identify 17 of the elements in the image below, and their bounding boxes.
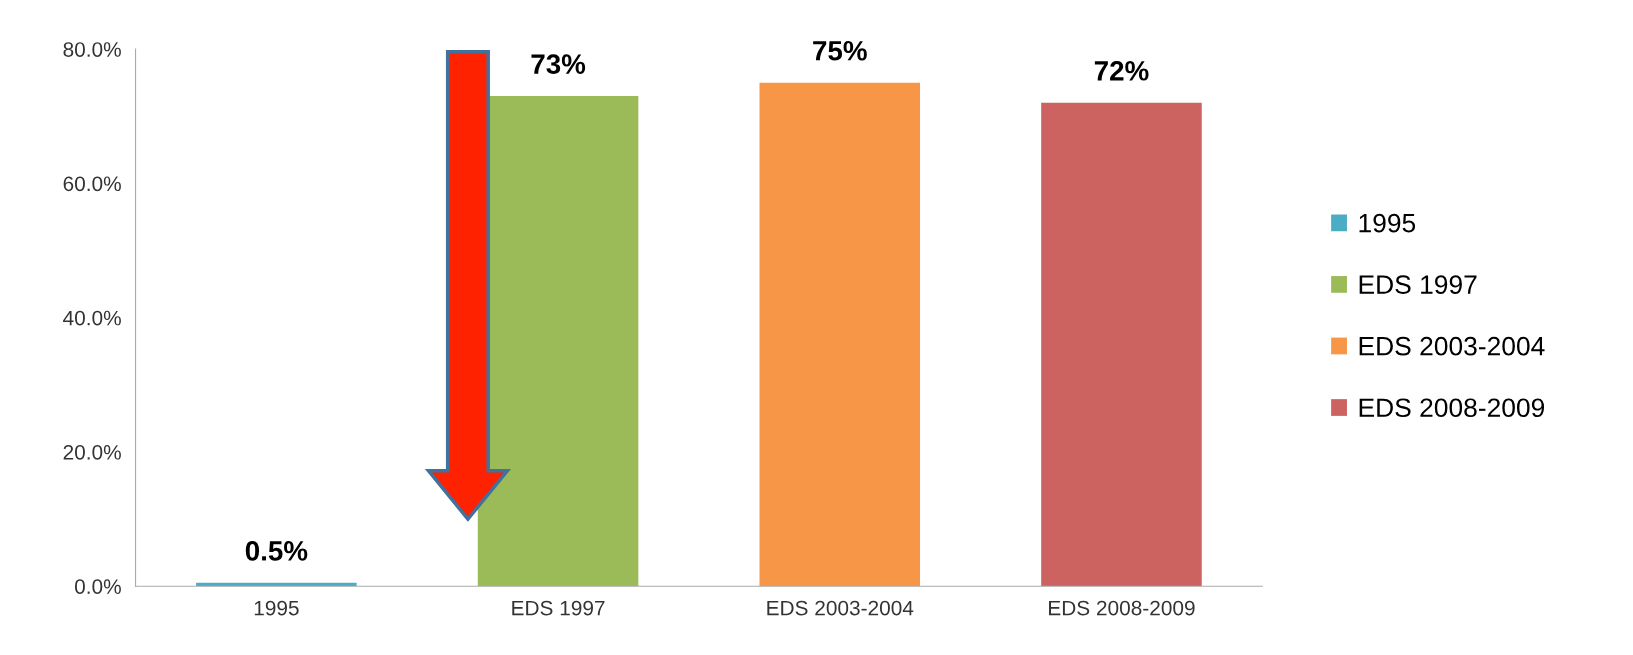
y-tick-label: 0.0%: [74, 579, 121, 594]
legend-label: EDS 1997: [1359, 275, 1477, 294]
data-label: 0.5%: [245, 541, 308, 561]
x-tick-label: 1995: [254, 600, 299, 616]
data-label: 72%: [1094, 61, 1149, 81]
x-tick-label: EDS 1997: [512, 600, 605, 616]
x-tick-label: EDS 2003-2004: [767, 600, 914, 616]
x-tick-label: EDS 2008-2009: [1049, 600, 1195, 616]
legend-label: 1995: [1359, 213, 1416, 233]
data-label: 73%: [531, 54, 586, 74]
legend-label: EDS 2003-2004: [1359, 336, 1545, 356]
legend-label: EDS 2008-2009: [1359, 398, 1545, 418]
y-tick-label: 60.0%: [63, 176, 121, 192]
y-tick-label: 80.0%: [63, 42, 121, 57]
data-label: 75%: [813, 40, 867, 61]
y-tick-label: 20.0%: [63, 444, 121, 460]
y-tick-label: 40.0%: [63, 310, 121, 326]
